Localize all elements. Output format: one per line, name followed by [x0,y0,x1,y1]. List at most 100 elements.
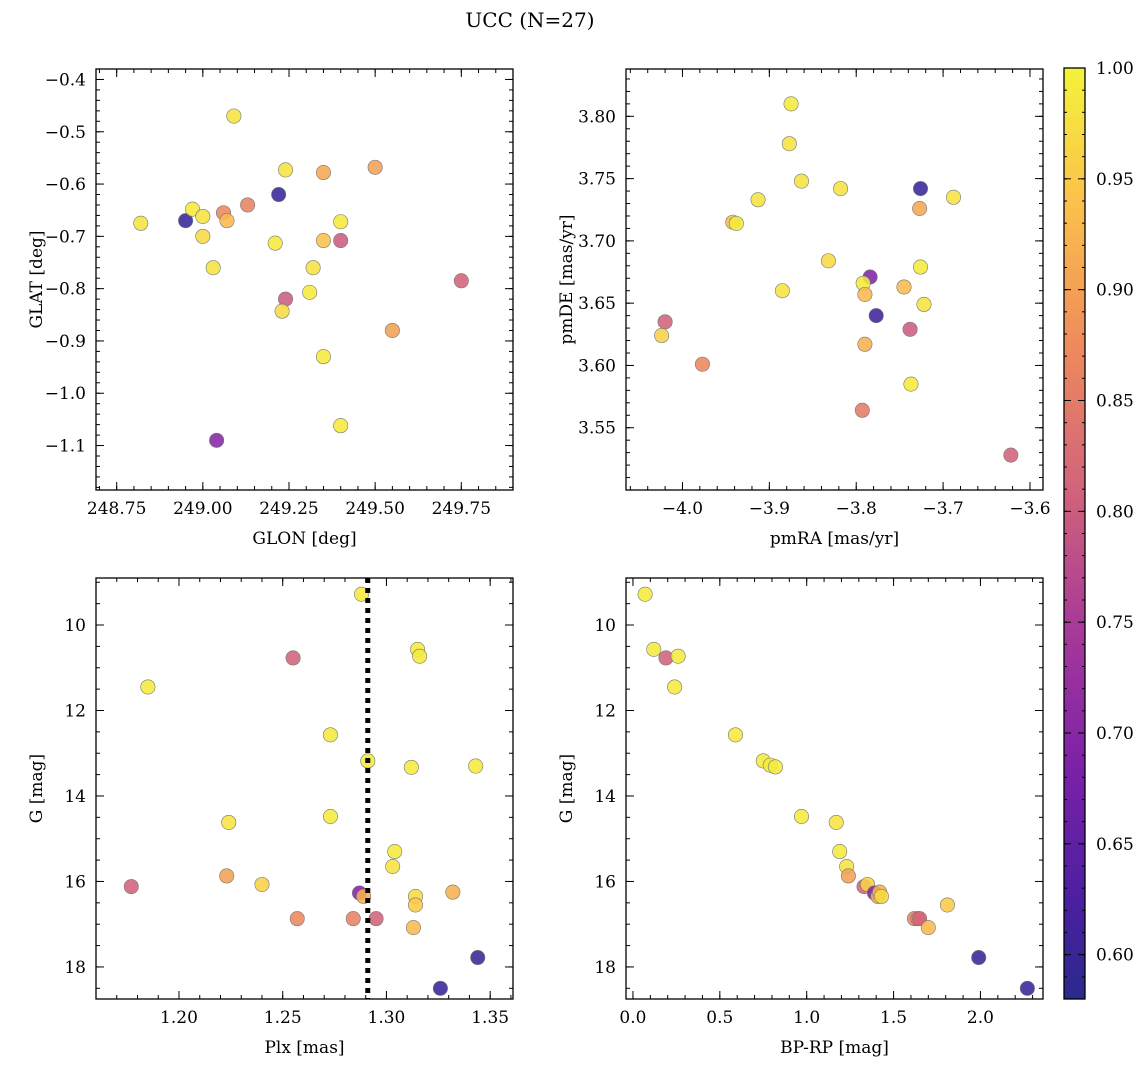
data-point [694,356,710,372]
data-point [920,920,936,936]
data-point [468,758,484,774]
y-tick-label: 3.75 [578,170,616,190]
y-tick-label: −0.6 [45,175,86,195]
data-point [833,181,849,197]
data-point [873,888,889,904]
data-point [322,727,338,743]
data-point [840,868,856,884]
data-point [637,586,653,602]
y-tick-label: 3.80 [578,107,616,127]
data-point [315,165,331,181]
x-tick-label: −3.6 [1009,499,1050,519]
data-point [750,192,766,208]
data-point [857,336,873,352]
y-tick-label: 14 [594,787,616,807]
data-point [793,173,809,189]
data-point [267,235,283,251]
y-tick-label: −0.8 [45,280,86,300]
data-point [913,259,929,275]
colorbar-tick-label: 0.70 [1096,724,1134,744]
data-point [832,844,848,860]
y-tick-label: −0.5 [45,123,86,143]
data-point [368,911,384,927]
y-tick-label: 16 [64,872,86,892]
data-point [767,759,783,775]
data-point [453,273,469,289]
x-tick-label: 249.50 [345,499,404,519]
data-point [209,432,225,448]
colorbar-gradient [1064,68,1085,999]
y-tick-label: 3.70 [578,232,616,252]
data-point [123,879,139,895]
y-tick-label: 10 [64,616,86,636]
y-tick-label: 18 [64,958,86,978]
data-point [387,844,403,860]
x-axis-label: pmRA [mas/yr] [770,529,899,549]
y-tick-label: 3.65 [578,294,616,314]
data-point [903,376,919,392]
data-point [405,920,421,936]
data-point [195,228,211,244]
data-point [354,586,370,602]
x-tick-label: 1.35 [471,1008,509,1028]
data-point [913,181,929,197]
axes-frame [625,68,1044,491]
data-point [367,159,383,175]
data-point [432,980,448,996]
data-point [854,402,870,418]
y-tick-label: 12 [64,701,86,721]
y-tick-label: −1.1 [45,437,86,457]
data-point [916,296,932,312]
panel-glon-glat: 248.75 249.00 249.25 249.50 249.75 −1.1 −1.0 −0… [27,68,514,549]
data-point [657,314,673,330]
y-tick-label: 14 [64,787,86,807]
x-tick-label: 249.75 [432,499,491,519]
data-point [254,876,270,892]
x-tick-label: 1.20 [160,1008,198,1028]
colorbar-tick-label: 0.85 [1096,392,1134,412]
data-point [783,96,799,112]
x-tick-label: −3.7 [922,499,963,519]
data-point [274,303,290,319]
panel-bprp-g: 0.0 0.5 1.0 1.5 2.0 10 12 14 16 18 BP-RP [mag] G [m… [557,577,1044,1058]
data-point [646,641,662,657]
colorbar-tick-label: 0.60 [1096,946,1134,966]
axes-frame [95,68,514,491]
x-tick-label: 249.25 [259,499,318,519]
y-tick-label: 3.60 [578,356,616,376]
data-point [219,213,235,229]
y-tick-label: 10 [594,616,616,636]
data-point [828,814,844,830]
data-point [333,233,349,249]
data-point [345,911,361,927]
x-tick-label: 1.25 [264,1008,302,1028]
x-tick-label: 249.00 [173,499,232,519]
y-tick-label: −0.7 [45,227,86,247]
data-point [221,814,237,830]
data-point [1003,447,1019,463]
data-point [315,349,331,365]
data-point [333,214,349,230]
data-point [178,213,194,229]
y-tick-label: 12 [594,701,616,721]
data-point [939,897,955,913]
data-point [305,260,321,276]
data-point [278,162,294,178]
data-point [226,108,242,124]
data-point [793,808,809,824]
data-point [140,679,156,695]
data-point [219,868,235,884]
x-tick-label: 248.75 [87,499,146,519]
colorbar: 0.60 0.65 0.70 0.75 0.80 0.85 0.90 0.95 1.00 [1063,59,1134,1000]
x-tick-label: 0.5 [706,1008,733,1028]
data-point [868,308,884,324]
data-point [385,859,401,875]
data-point [820,253,836,269]
data-point [912,201,928,217]
colorbar-tick-label: 0.75 [1096,613,1134,633]
x-tick-label: −3.9 [749,499,790,519]
data-point [902,321,918,337]
data-point [285,650,301,666]
data-point [654,328,670,344]
x-tick-label: −4.0 [662,499,703,519]
